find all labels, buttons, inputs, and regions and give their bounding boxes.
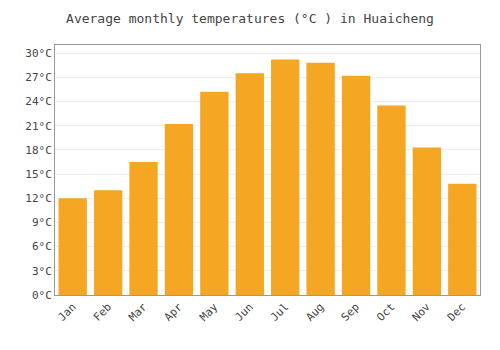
svg-text:6°C: 6°C [32, 240, 52, 253]
svg-text:Feb: Feb [91, 301, 114, 324]
svg-text:Average monthly temperatures (: Average monthly temperatures (°C ) in Hu… [66, 11, 434, 26]
svg-text:Aug: Aug [303, 301, 326, 324]
svg-text:3°C: 3°C [32, 265, 52, 278]
svg-text:12°C: 12°C [25, 192, 52, 205]
svg-text:15°C: 15°C [25, 168, 52, 181]
svg-text:Jan: Jan [55, 301, 78, 324]
svg-text:9°C: 9°C [32, 216, 52, 229]
svg-text:24°C: 24°C [25, 95, 52, 108]
svg-text:27°C: 27°C [25, 71, 52, 84]
svg-text:May: May [197, 300, 221, 324]
svg-text:Jun: Jun [233, 301, 256, 324]
svg-text:Mar: Mar [126, 300, 150, 324]
svg-text:Dec: Dec [445, 301, 468, 324]
svg-text:18°C: 18°C [25, 144, 52, 157]
svg-text:30°C: 30°C [25, 47, 52, 60]
svg-text:Oct: Oct [374, 301, 397, 324]
svg-text:21°C: 21°C [25, 120, 52, 133]
svg-text:Sep: Sep [339, 301, 362, 324]
svg-text:Jul: Jul [268, 301, 291, 324]
svg-text:Apr: Apr [162, 300, 186, 324]
svg-text:0°C: 0°C [32, 289, 52, 302]
svg-text:Nov: Nov [410, 300, 434, 324]
